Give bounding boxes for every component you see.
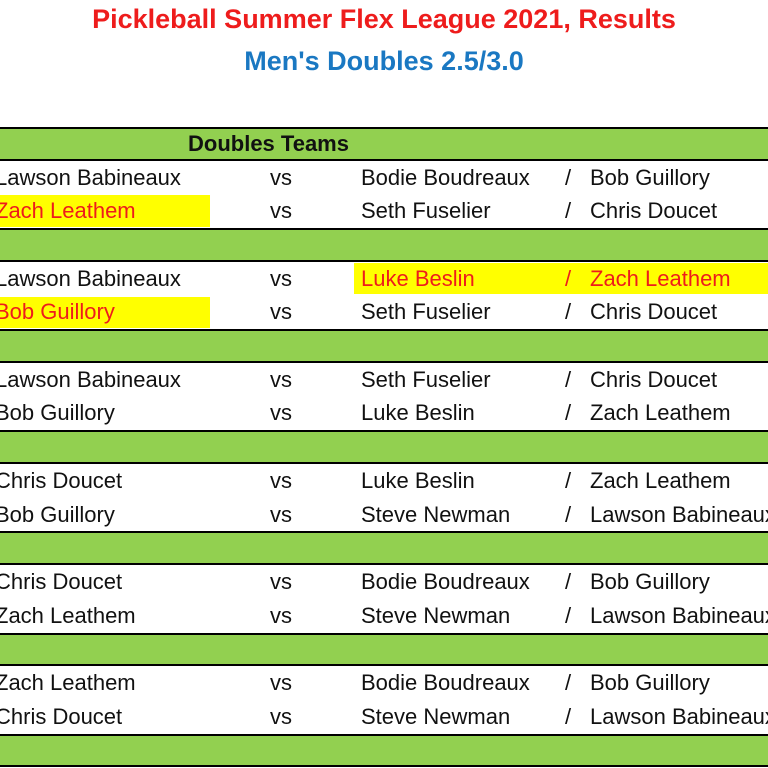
page-subtitle: Men's Doubles 2.5/3.0 (244, 46, 524, 76)
partner-b: Zach Leathem (590, 467, 731, 493)
versus: vs (270, 299, 292, 325)
team-one: Lawson Babineaux (0, 265, 181, 291)
partner-a: Seth Fuselier (361, 299, 491, 325)
versus: vs (270, 467, 292, 493)
partner-b: Lawson Babineaux (590, 703, 768, 729)
match-row: Lawson Babineaux vs Luke Beslin / Zach Leath… (0, 262, 768, 296)
highlight (354, 262, 768, 295)
partner-b: Zach Leathem (590, 265, 731, 291)
column-heading: Doubles Teams (188, 130, 349, 156)
spacer-row (0, 733, 768, 768)
versus: vs (270, 164, 292, 190)
versus: vs (270, 602, 292, 628)
spacer-row (0, 632, 768, 667)
team-one: Lawson Babineaux (0, 164, 181, 190)
match-row: Lawson Babineaux vs Bodie Boudreaux / Bob Gu… (0, 161, 768, 195)
partner-b: Bob Guillory (590, 164, 710, 190)
separator: / (565, 265, 572, 291)
versus: vs (270, 198, 292, 224)
partner-a: Seth Fuselier (361, 366, 491, 392)
versus: vs (270, 400, 292, 426)
separator: / (565, 164, 572, 190)
spacer-row (0, 228, 768, 262)
team-one: Zach Leathem (0, 602, 136, 628)
team-one: Bob Guillory (0, 400, 115, 426)
partner-b: Chris Doucet (590, 299, 718, 325)
match-row: Chris Doucet vs Steve Newman / Lawson Babine… (0, 700, 768, 734)
partner-a: Steve Newman (361, 602, 511, 628)
separator: / (565, 198, 572, 224)
match-row: Bob Guillory vs Luke Beslin / Zach Leathem (0, 397, 768, 431)
match-row: Bob Guillory vs Seth Fuselier / Chris Doucet (0, 296, 768, 330)
match-row: Chris Doucet vs Luke Beslin / Zach Leathem (0, 464, 768, 498)
separator: / (565, 501, 572, 527)
partner-b: Chris Doucet (590, 366, 718, 392)
partner-a: Seth Fuselier (361, 198, 491, 224)
versus: vs (270, 568, 292, 594)
partner-a: Luke Beslin (361, 265, 475, 291)
separator: / (565, 602, 572, 628)
versus: vs (270, 366, 292, 392)
versus: vs (270, 670, 292, 696)
separator: / (565, 568, 572, 594)
partner-a: Luke Beslin (361, 467, 475, 493)
partner-a: Bodie Boudreaux (361, 164, 530, 190)
versus: vs (270, 501, 292, 527)
spacer-row (0, 531, 768, 566)
team-one: Chris Doucet (0, 467, 123, 493)
team-one: Zach Leathem (0, 670, 136, 696)
versus: vs (270, 703, 292, 729)
partner-a: Luke Beslin (361, 400, 475, 426)
partner-a: Bodie Boudreaux (361, 670, 530, 696)
team-one: Lawson Babineaux (0, 366, 181, 392)
separator: / (565, 366, 572, 392)
match-row: Bob Guillory vs Steve Newman / Lawson Babine… (0, 498, 768, 532)
match-row: Zach Leathem vs Steve Newman / Lawson Babine… (0, 599, 768, 633)
versus: vs (270, 265, 292, 291)
separator: / (565, 400, 572, 426)
team-one: Zach Leathem (0, 198, 136, 224)
partner-b: Lawson Babineaux (590, 501, 768, 527)
match-row: Zach Leathem vs Bodie Boudreaux / Bob Guillo… (0, 666, 768, 700)
partner-b: Bob Guillory (590, 670, 710, 696)
spacer-row (0, 329, 768, 363)
team-one: Chris Doucet (0, 703, 123, 729)
partner-a: Steve Newman (361, 501, 511, 527)
match-row: Chris Doucet vs Bodie Boudreaux / Bob Guillo… (0, 565, 768, 599)
highlight (0, 296, 210, 329)
partner-a: Bodie Boudreaux (361, 568, 530, 594)
page-title: Pickleball Summer Flex League 2021, Resu… (92, 4, 676, 34)
partner-b: Chris Doucet (590, 198, 718, 224)
team-one: Chris Doucet (0, 568, 123, 594)
spacer-row (0, 430, 768, 464)
team-one: Bob Guillory (0, 501, 115, 527)
team-one: Bob Guillory (0, 299, 115, 325)
partner-a: Steve Newman (361, 703, 511, 729)
separator: / (565, 467, 572, 493)
highlight (0, 195, 210, 228)
header-row: Doubles Teams (0, 127, 768, 161)
partner-b: Lawson Babineaux (590, 602, 768, 628)
separator: / (565, 670, 572, 696)
separator: / (565, 299, 572, 325)
partner-b: Zach Leathem (590, 400, 731, 426)
match-row: Lawson Babineaux vs Seth Fuselier / Chris Do… (0, 363, 768, 397)
partner-b: Bob Guillory (590, 568, 710, 594)
match-row: Zach Leathem vs Seth Fuselier / Chris Doucet (0, 194, 768, 228)
separator: / (565, 703, 572, 729)
